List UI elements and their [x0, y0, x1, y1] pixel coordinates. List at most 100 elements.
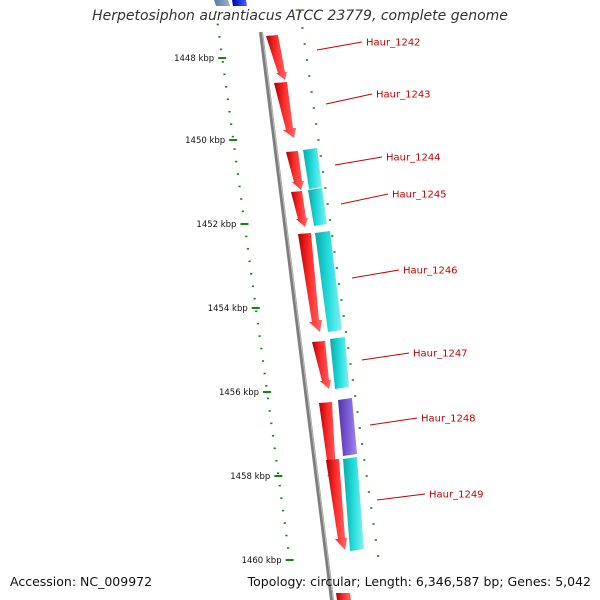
- scale-track-dot: [250, 272, 253, 275]
- scale-tick-label: 1452 kbp: [196, 220, 236, 230]
- gene-leader-line: [340, 193, 389, 205]
- inner-track-dot: [315, 123, 318, 125]
- inner-track-dot: [317, 139, 320, 141]
- scale-tick-label: 1448 kbp: [174, 54, 214, 64]
- inner-track-dot: [351, 379, 354, 381]
- inner-track-dot: [342, 315, 345, 317]
- inner-track-dot: [301, 27, 304, 29]
- gene-block-cyan-5: [343, 457, 364, 551]
- gene-haur-1246: [298, 233, 322, 332]
- inner-track-dot: [305, 59, 309, 61]
- scale-track-dot: [215, 11, 218, 13]
- scale-track-dot: [230, 123, 233, 125]
- gene-label: Haur_1244: [386, 153, 441, 164]
- gene-block-cyan-2: [308, 188, 327, 226]
- gene-block-cyan-1: [303, 148, 322, 189]
- genome-title: Herpetosiphon aurantiacus ATCC 23779, co…: [92, 8, 508, 24]
- scale-track-dot: [231, 135, 234, 138]
- scale-track-dot: [271, 435, 275, 437]
- inner-track-dot: [310, 91, 313, 93]
- inner-track-dot: [367, 491, 371, 493]
- genome-summary: Topology: circular; Length: 6,346,587 bp…: [247, 574, 591, 589]
- inner-track-dot: [324, 187, 327, 189]
- inner-track-dot: [326, 203, 329, 205]
- gene-haur-1245: [291, 191, 308, 227]
- gene-partial-top-left: [214, 0, 230, 6]
- scale-track-dot: [280, 497, 283, 499]
- inner-track-dot: [349, 363, 352, 365]
- scale-track-dot: [235, 160, 238, 163]
- scale-tick-label: 1454 kbp: [208, 304, 248, 314]
- scale-track-dot: [268, 410, 271, 412]
- gene-label: Haur_1249: [429, 490, 484, 501]
- scale-track-dot: [270, 422, 273, 425]
- gene-haur-1242: [266, 35, 287, 80]
- scale-track-dot: [256, 322, 260, 325]
- scale-track-dot: [228, 110, 231, 113]
- scale-track-dot: [236, 173, 239, 175]
- scale-track-dot: [281, 509, 285, 512]
- gene-label: Haur_1242: [366, 38, 421, 49]
- scale-track-dot: [255, 310, 258, 312]
- gene-haur-1244: [286, 151, 304, 190]
- inner-track-dot: [360, 443, 364, 445]
- scale-track-dot: [261, 360, 265, 362]
- inner-track-dot: [370, 507, 373, 509]
- gene-label: Haur_1243: [376, 90, 431, 101]
- scale-track-dot: [275, 459, 278, 462]
- inner-track-dot: [358, 427, 361, 429]
- scale-track-dot: [221, 61, 224, 63]
- inner-track-dot: [308, 75, 311, 77]
- scale-tick-label: 1456 kbp: [219, 388, 259, 398]
- inner-track-dot: [328, 219, 332, 221]
- inner-track-dot: [365, 475, 368, 477]
- gene-label: Haur_1246: [403, 266, 458, 277]
- scale-track-dot: [226, 98, 229, 101]
- scale-track-dot: [216, 23, 219, 26]
- gene-label: Haur_1248: [421, 414, 476, 425]
- gene-partial-top-right: [232, 0, 247, 6]
- scale-track-dot: [265, 385, 268, 387]
- scale-track-dot: [218, 36, 221, 38]
- gene-leader-line: [334, 156, 383, 166]
- genome-backbone: [259, 31, 334, 600]
- gene-block-cyan-3: [315, 231, 342, 332]
- scale-track-dot: [258, 335, 261, 337]
- gene-block-purple: [338, 398, 357, 456]
- inner-track-dot: [312, 107, 315, 109]
- gene-block-cyan-4: [330, 337, 349, 389]
- scale-track-dot: [220, 48, 223, 51]
- gene-leader-line: [325, 93, 373, 105]
- gene-leader-line: [351, 269, 400, 279]
- scale-track-dot: [233, 148, 236, 150]
- scale-track-dot: [260, 347, 263, 350]
- inner-track-dot: [347, 347, 350, 349]
- scale-track-dot: [266, 397, 270, 400]
- scale-track-dot: [246, 248, 250, 250]
- scale-tick-label: 1458 kbp: [230, 472, 270, 482]
- scale-track-dot: [276, 472, 280, 475]
- genome-backbone-highlight: [261, 31, 334, 600]
- gene-leader-line: [316, 41, 363, 51]
- scale-track-dot: [278, 484, 281, 487]
- gene-haur-1243: [274, 82, 296, 138]
- gene-haur-1249: [326, 459, 347, 550]
- inner-track-dot: [372, 523, 375, 525]
- scale-track-dot: [273, 447, 276, 450]
- gene-leader-line: [361, 352, 410, 361]
- inner-track-dot: [356, 411, 359, 413]
- inner-track-dot: [344, 331, 348, 333]
- inner-track-dot: [354, 395, 357, 397]
- scale-track-dot: [251, 285, 255, 288]
- inner-track-dot: [333, 251, 336, 253]
- scale-track-dot: [240, 198, 243, 200]
- gene-haur-1247: [312, 341, 331, 389]
- inner-track-dot: [321, 171, 325, 173]
- scale-track-dot: [287, 547, 290, 549]
- scale-tick-label: 1460 kbp: [242, 556, 282, 566]
- inner-track-dot: [363, 459, 366, 461]
- scale-track-dot: [283, 522, 286, 524]
- gene-leader-line: [369, 417, 418, 426]
- accession-label: Accession: NC_009972: [10, 574, 153, 589]
